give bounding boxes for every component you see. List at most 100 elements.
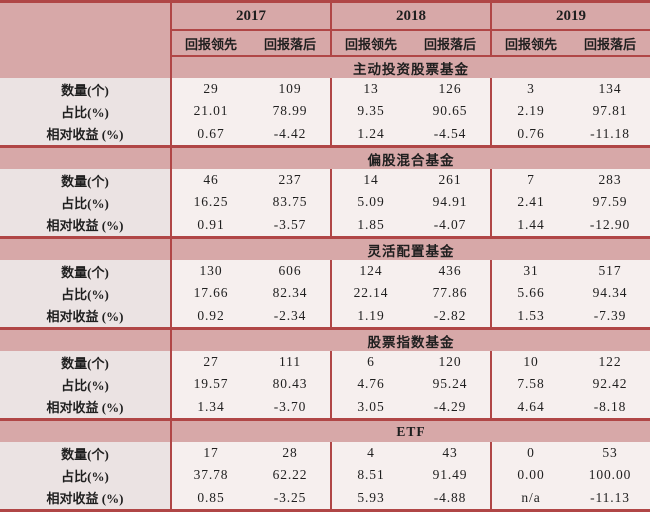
value-cell: 22.14 bbox=[330, 282, 410, 304]
value-cell: 14 bbox=[330, 169, 410, 191]
value-cell: 5.66 bbox=[490, 282, 570, 304]
value-cell: -2.34 bbox=[250, 304, 330, 327]
value-cell: 29 bbox=[170, 78, 250, 100]
row-label-share: 占比(%) bbox=[0, 464, 170, 486]
value-cell: 62.22 bbox=[250, 464, 330, 486]
value-cell: 28 bbox=[250, 442, 330, 464]
value-cell: 126 bbox=[410, 78, 490, 100]
value-cell: -2.82 bbox=[410, 304, 490, 327]
value-cell: 3 bbox=[490, 78, 570, 100]
value-cell: -4.54 bbox=[410, 122, 490, 145]
year-header-2017: 2017 bbox=[170, 3, 330, 31]
value-cell: -3.57 bbox=[250, 213, 330, 236]
section-label-spacer bbox=[0, 236, 170, 260]
value-cell: 37.78 bbox=[170, 464, 250, 486]
value-cell: 0 bbox=[490, 442, 570, 464]
value-cell: -4.29 bbox=[410, 395, 490, 418]
value-cell: 21.01 bbox=[170, 100, 250, 122]
value-cell: 82.34 bbox=[250, 282, 330, 304]
value-cell: 7.58 bbox=[490, 373, 570, 395]
year-header-2018: 2018 bbox=[330, 3, 490, 31]
value-cell: 0.85 bbox=[170, 486, 250, 509]
section-label-spacer bbox=[0, 327, 170, 351]
row-label-share: 占比(%) bbox=[0, 100, 170, 122]
value-cell: 13 bbox=[330, 78, 410, 100]
value-cell: 283 bbox=[570, 169, 650, 191]
value-cell: 5.93 bbox=[330, 486, 410, 509]
value-cell: 261 bbox=[410, 169, 490, 191]
section-title: ETF bbox=[170, 418, 650, 442]
value-cell: 5.09 bbox=[330, 191, 410, 213]
value-cell: -3.25 bbox=[250, 486, 330, 509]
section-label-spacer bbox=[0, 145, 170, 169]
subheader-leading-2018: 回报领先 bbox=[330, 31, 410, 57]
value-cell: 0.91 bbox=[170, 213, 250, 236]
value-cell: 92.42 bbox=[570, 373, 650, 395]
value-cell: 2.19 bbox=[490, 100, 570, 122]
row-label-relative-return: 相对收益 (%) bbox=[0, 304, 170, 327]
section-title: 主动投资股票基金 bbox=[170, 57, 650, 78]
row-label-share: 占比(%) bbox=[0, 191, 170, 213]
value-cell: 109 bbox=[250, 78, 330, 100]
value-cell: 130 bbox=[170, 260, 250, 282]
value-cell: 8.51 bbox=[330, 464, 410, 486]
value-cell: 6 bbox=[330, 351, 410, 373]
value-cell: 1.24 bbox=[330, 122, 410, 145]
subheader-lagging-2017: 回报落后 bbox=[250, 31, 330, 57]
value-cell: -4.07 bbox=[410, 213, 490, 236]
value-cell: -12.90 bbox=[570, 213, 650, 236]
value-cell: 1.85 bbox=[330, 213, 410, 236]
value-cell: 0.76 bbox=[490, 122, 570, 145]
row-label-count: 数量(个) bbox=[0, 78, 170, 100]
year-header-2019: 2019 bbox=[490, 3, 650, 31]
value-cell: 91.49 bbox=[410, 464, 490, 486]
row-label-count: 数量(个) bbox=[0, 169, 170, 191]
value-cell: 16.25 bbox=[170, 191, 250, 213]
row-label-count: 数量(个) bbox=[0, 442, 170, 464]
value-cell: 0.67 bbox=[170, 122, 250, 145]
value-cell: -3.70 bbox=[250, 395, 330, 418]
row-label-relative-return: 相对收益 (%) bbox=[0, 122, 170, 145]
value-cell: 7 bbox=[490, 169, 570, 191]
value-cell: 53 bbox=[570, 442, 650, 464]
value-cell: 83.75 bbox=[250, 191, 330, 213]
section-label-spacer bbox=[0, 418, 170, 442]
value-cell: 17 bbox=[170, 442, 250, 464]
value-cell: 4 bbox=[330, 442, 410, 464]
value-cell: 10 bbox=[490, 351, 570, 373]
value-cell: 94.91 bbox=[410, 191, 490, 213]
row-label-count: 数量(个) bbox=[0, 260, 170, 282]
value-cell: 111 bbox=[250, 351, 330, 373]
value-cell: -11.13 bbox=[570, 486, 650, 509]
row-label-share: 占比(%) bbox=[0, 373, 170, 395]
row-label-count: 数量(个) bbox=[0, 351, 170, 373]
section-title: 股票指数基金 bbox=[170, 327, 650, 351]
value-cell: 95.24 bbox=[410, 373, 490, 395]
value-cell: 31 bbox=[490, 260, 570, 282]
value-cell: 606 bbox=[250, 260, 330, 282]
row-label-relative-return: 相对收益 (%) bbox=[0, 395, 170, 418]
row-label-relative-return: 相对收益 (%) bbox=[0, 213, 170, 236]
value-cell: 46 bbox=[170, 169, 250, 191]
row-label-relative-return: 相对收益 (%) bbox=[0, 486, 170, 509]
value-cell: 4.64 bbox=[490, 395, 570, 418]
value-cell: 1.53 bbox=[490, 304, 570, 327]
value-cell: 19.57 bbox=[170, 373, 250, 395]
value-cell: 97.81 bbox=[570, 100, 650, 122]
value-cell: -4.42 bbox=[250, 122, 330, 145]
value-cell: -4.88 bbox=[410, 486, 490, 509]
section-title: 灵活配置基金 bbox=[170, 236, 650, 260]
value-cell: 124 bbox=[330, 260, 410, 282]
value-cell: -7.39 bbox=[570, 304, 650, 327]
row-label-share: 占比(%) bbox=[0, 282, 170, 304]
value-cell: 120 bbox=[410, 351, 490, 373]
value-cell: 122 bbox=[570, 351, 650, 373]
header-corner-cell bbox=[0, 3, 170, 57]
section-title: 偏股混合基金 bbox=[170, 145, 650, 169]
value-cell: 27 bbox=[170, 351, 250, 373]
value-cell: 77.86 bbox=[410, 282, 490, 304]
value-cell: 43 bbox=[410, 442, 490, 464]
subheader-lagging-2018: 回报落后 bbox=[410, 31, 490, 57]
value-cell: 134 bbox=[570, 78, 650, 100]
